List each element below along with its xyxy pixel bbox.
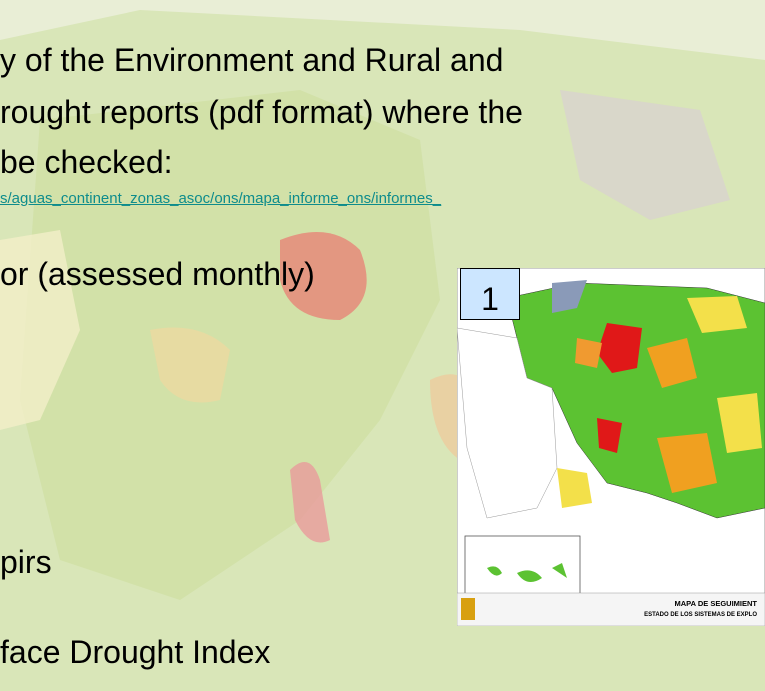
badge: 1 bbox=[460, 268, 520, 320]
report-link[interactable]: s/aguas_continent_zonas_asoc/ons/mapa_in… bbox=[0, 190, 441, 207]
body-text-line: rought reports (pdf format) where the bbox=[0, 96, 523, 128]
drought-map-image: MAPA DE SEGUIMIENT ESTADO DE LOS SISTEMA… bbox=[457, 268, 765, 626]
body-text-line: y of the Environment and Rural and bbox=[0, 44, 503, 76]
logo bbox=[461, 598, 475, 620]
slide: y of the Environment and Rural and rough… bbox=[0, 0, 765, 691]
map-title: MAPA DE SEGUIMIENT bbox=[674, 599, 757, 608]
body-text-line: be checked: bbox=[0, 146, 173, 178]
bullet-text: face Drought Index bbox=[0, 636, 270, 668]
map-footer bbox=[457, 593, 765, 626]
map-subtitle: ESTADO DE LOS SISTEMAS DE EXPLO bbox=[644, 612, 757, 618]
bullet-text: or (assessed monthly) bbox=[0, 258, 315, 290]
bullet-text: pirs bbox=[0, 546, 52, 578]
map-zone bbox=[557, 468, 592, 508]
